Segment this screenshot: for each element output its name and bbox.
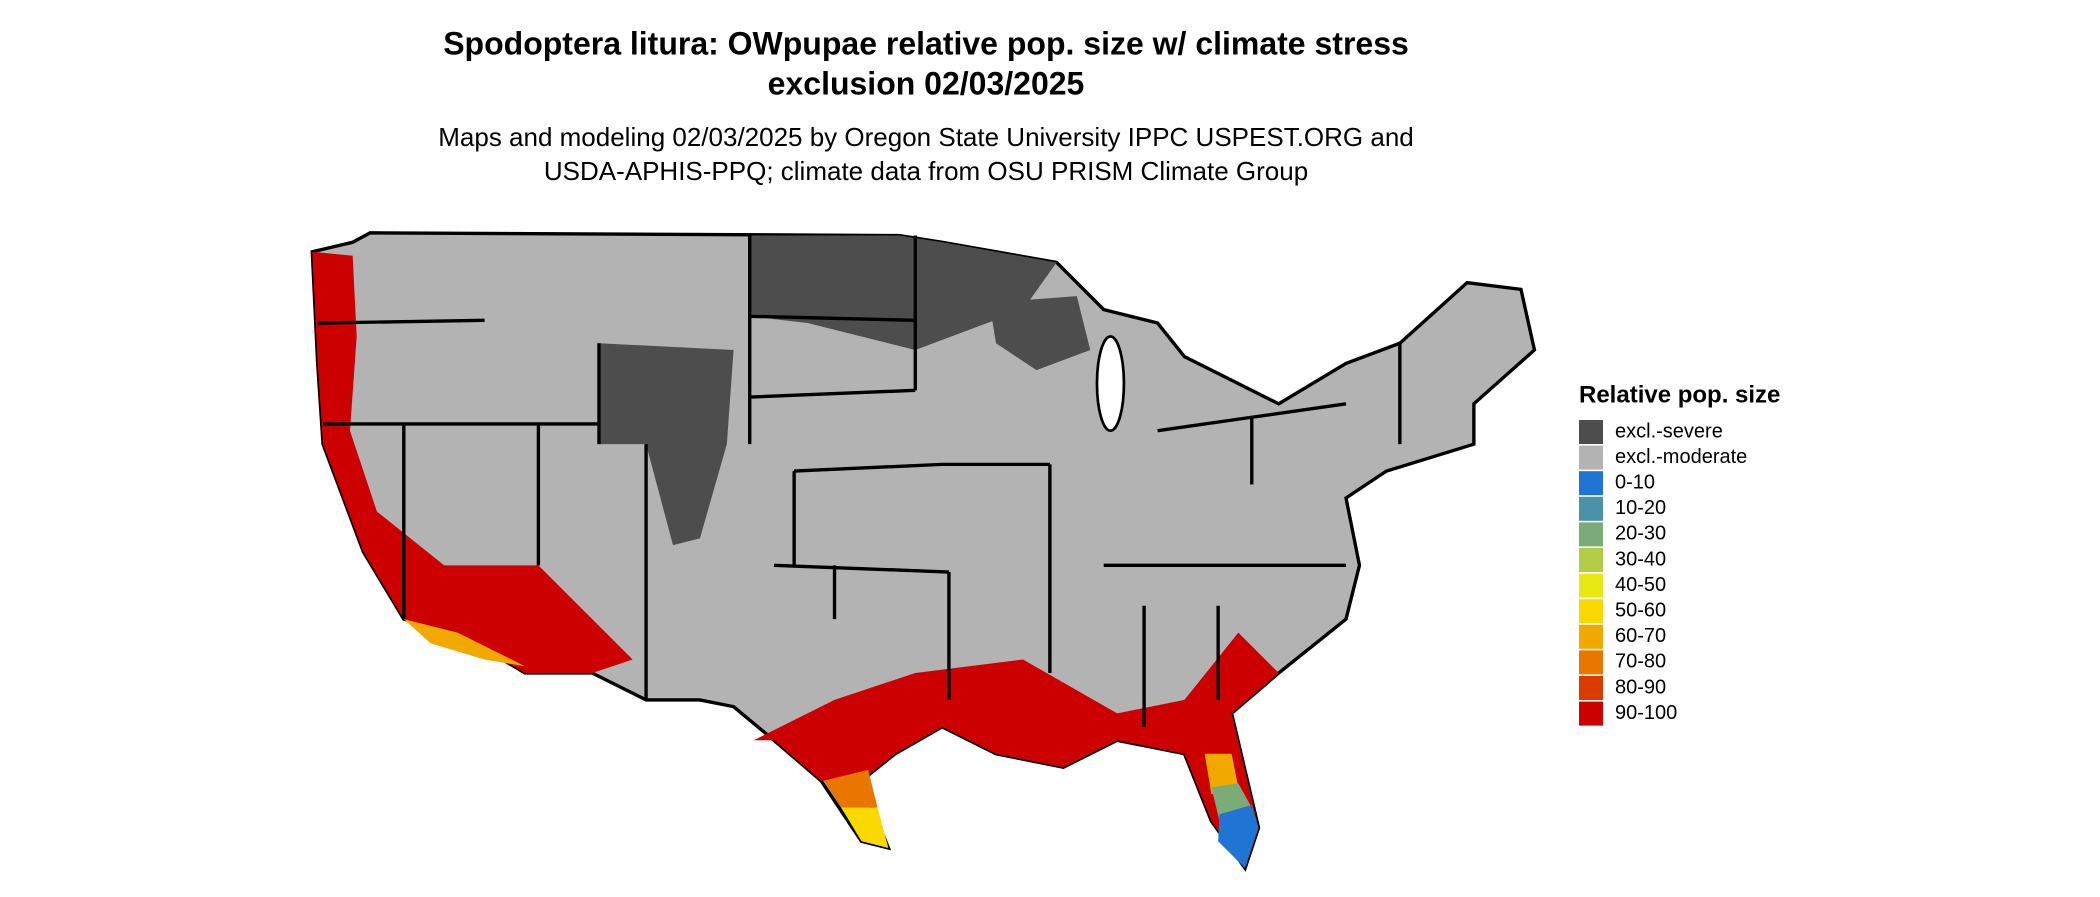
legend-swatch	[1579, 599, 1603, 624]
us-map	[310, 231, 1537, 872]
legend-swatch	[1579, 522, 1603, 547]
subtitle-line: Maps and modeling 02/03/2025 by Oregon S…	[438, 122, 1414, 152]
legend-label: excl.-severe	[1615, 420, 1723, 442]
legend: Relative pop. size excl.-severe excl.-mod…	[1579, 381, 1780, 726]
legend-label: 0-10	[1615, 471, 1655, 493]
zone-west-coast	[312, 251, 633, 673]
zone-florida-orange	[1204, 753, 1239, 795]
legend-swatch	[1579, 445, 1603, 470]
lake-michigan	[1095, 335, 1126, 433]
legend-label: 60-70	[1615, 625, 1666, 647]
legend-swatch	[1579, 573, 1603, 598]
legend-label: excl.-moderate	[1615, 446, 1747, 468]
zone-southeast	[753, 632, 1279, 869]
legend-swatch	[1579, 701, 1603, 726]
legend-swatch	[1579, 676, 1603, 700]
zone-texas-orange	[823, 769, 878, 808]
state-lines	[317, 235, 1402, 727]
legend-label: 50-60	[1615, 599, 1666, 621]
legend-label: 30-40	[1615, 548, 1666, 570]
legend-label: 80-90	[1615, 676, 1666, 698]
legend-label: 90-100	[1615, 702, 1677, 724]
legend-title: Relative pop. size	[1579, 381, 1780, 408]
subtitle-line: USDA-APHIS-PPQ; climate data from OSU PR…	[544, 156, 1308, 186]
excl-severe-north	[749, 235, 1057, 350]
legend-swatch	[1579, 496, 1603, 521]
title-line: exclusion 02/03/2025	[768, 65, 1085, 101]
legend-swatch	[1579, 548, 1603, 572]
zone-socal-yellow	[403, 619, 525, 667]
excl-severe-wyoming	[598, 343, 734, 546]
excl-severe-wisconsin	[989, 296, 1091, 371]
legend-label: 40-50	[1615, 574, 1666, 596]
title-line: Spodoptera litura: OWpupae relative pop.…	[443, 25, 1409, 61]
legend-swatch	[1579, 471, 1603, 496]
legend-swatch	[1579, 624, 1603, 649]
legend-label: 20-30	[1615, 523, 1666, 545]
legend-label: 70-80	[1615, 651, 1666, 673]
titles: Spodoptera litura: OWpupae relative pop.…	[438, 25, 1414, 185]
legend-swatch	[1579, 650, 1603, 675]
zone-texas-yellow	[841, 807, 889, 848]
zone-florida-blue	[1218, 804, 1259, 869]
legend-label: 10-20	[1615, 497, 1666, 519]
legend-swatch	[1579, 420, 1603, 444]
